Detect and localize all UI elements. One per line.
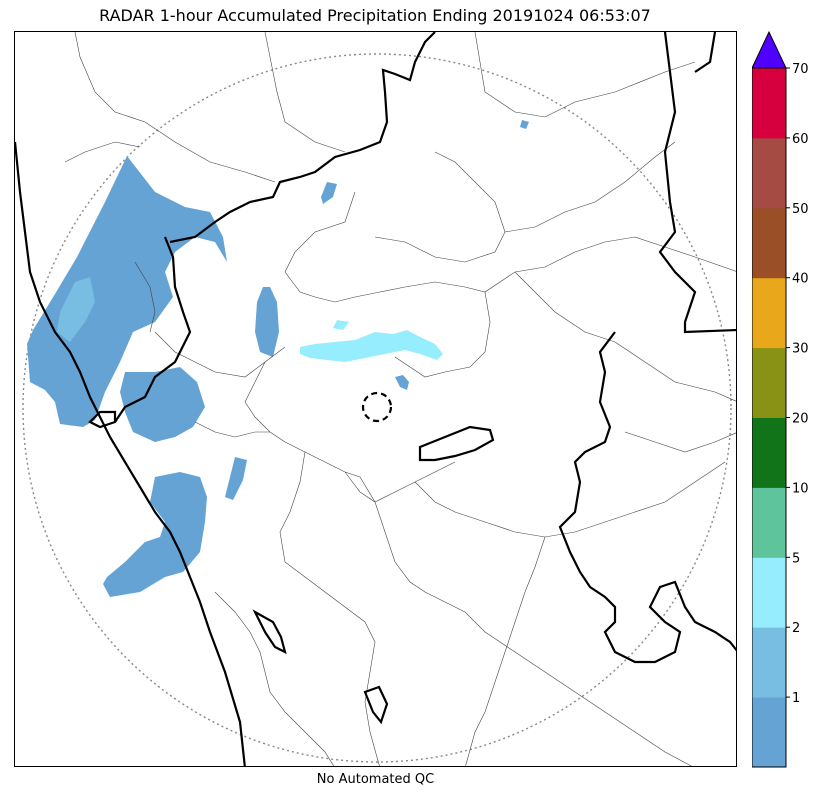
precipitation-colorbar: 1 2 5 10 20 30 40 50 60 70: [752, 30, 809, 768]
colorbar-bin: [752, 627, 786, 698]
colorbar-tick-label: 5: [792, 551, 800, 566]
qc-note: No Automated QC: [316, 772, 435, 787]
echo-small-east: [395, 375, 409, 390]
echo-small-north: [321, 182, 337, 204]
radar-range-ring: [22, 53, 732, 763]
echo-west-middle: [120, 367, 205, 442]
colorbar-tick-label: 2: [792, 621, 800, 636]
colorbar-bin: [752, 557, 786, 628]
echo-western-band-light: [57, 277, 95, 342]
echo-western-band: [27, 156, 227, 427]
national-borders: [15, 32, 736, 766]
colorbar-bin: [752, 207, 786, 279]
colorbar-bin: [752, 68, 786, 139]
colorbar-bin: [752, 277, 786, 349]
colorbar-bin: [752, 487, 786, 558]
echo-central-strip: [255, 287, 279, 357]
echo-cyan-streaks: [300, 330, 443, 362]
colorbar-tick-label: 50: [792, 202, 809, 217]
precipitation-echoes: [27, 120, 529, 597]
colorbar-tick-label: 1: [792, 691, 800, 706]
echo-small-south: [225, 457, 247, 500]
colorbar-bin: [752, 137, 786, 209]
echo-southwest: [103, 472, 207, 597]
radar-map-canvas: [15, 32, 736, 766]
map-title: RADAR 1-hour Accumulated Precipitation E…: [99, 6, 651, 25]
colorbar-bin: [752, 417, 786, 488]
radar-map: [14, 31, 737, 767]
echo-cyan-north: [333, 320, 349, 330]
colorbar-tick-label: 20: [792, 412, 809, 427]
colorbar-bin: [752, 347, 786, 418]
regional-boundaries: [64, 32, 736, 766]
echo-northeast-dot: [520, 120, 529, 129]
colorbar-tick-label: 30: [792, 342, 809, 357]
colorbar-tick-label: 10: [792, 481, 809, 496]
colorbar-tick-label: 40: [792, 272, 809, 287]
colorbar-bin: [752, 697, 786, 768]
colorbar-extend-arrow: [752, 30, 787, 69]
colorbar-tick-label: 70: [792, 62, 809, 77]
colorbar-tick-label: 60: [792, 132, 809, 147]
radar-site-marker: [361, 391, 393, 423]
